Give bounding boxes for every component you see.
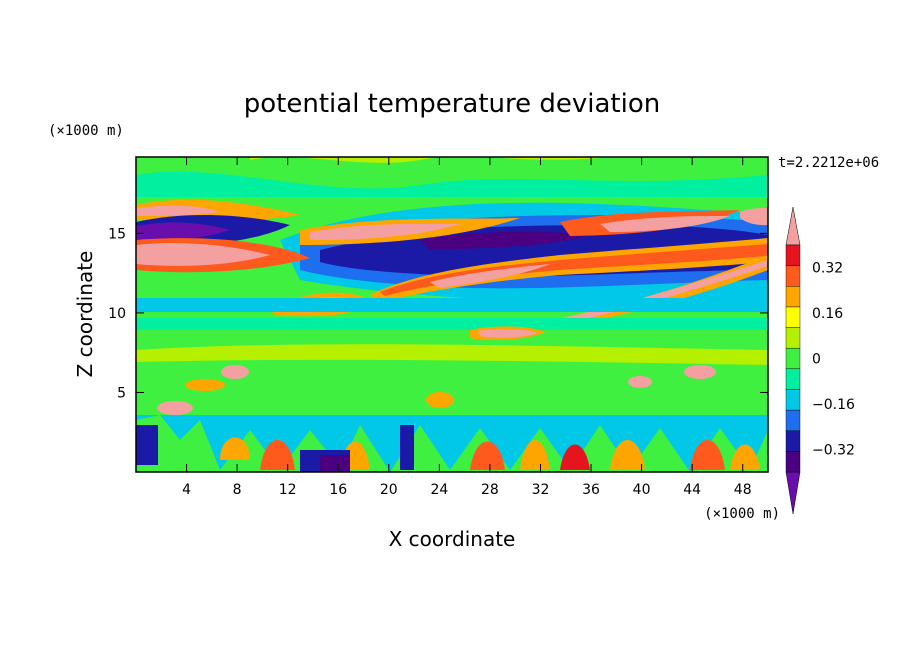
colorbar-label: 0.32 bbox=[812, 261, 843, 277]
x-tick-label: 32 bbox=[532, 482, 550, 498]
colorbar: 0.32 0.16 0 −0.16 −0.32 bbox=[785, 206, 855, 515]
x-tick-label: 48 bbox=[734, 482, 752, 498]
colorbar-segment bbox=[785, 327, 801, 349]
chart-title: potential temperature deviation bbox=[244, 89, 660, 119]
y-tick-label: 10 bbox=[108, 306, 126, 322]
plot-frame bbox=[135, 156, 769, 473]
colorbar-label: −0.16 bbox=[812, 397, 855, 413]
y-axis: 5 10 15 bbox=[108, 226, 768, 401]
colorbar-segment bbox=[785, 451, 801, 473]
x-tick-label: 4 bbox=[182, 482, 191, 498]
colorbar-segment bbox=[785, 265, 801, 287]
colorbar-segment bbox=[785, 409, 801, 431]
colorbar-segment bbox=[785, 347, 801, 370]
colorbar-max-arrow bbox=[785, 206, 801, 246]
contour-field bbox=[136, 157, 768, 472]
colorbar-label: 0.16 bbox=[812, 306, 843, 322]
colorbar-label: −0.32 bbox=[812, 442, 855, 458]
colorbar-label: 0 bbox=[812, 352, 821, 368]
colorbar-segment bbox=[785, 306, 801, 328]
x-tick-label: 24 bbox=[430, 482, 448, 498]
y-axis-title: Z coordinate bbox=[73, 251, 97, 378]
x-axis: 4 8 12 16 20 24 28 32 36 40 44 48 bbox=[182, 157, 752, 498]
x-tick-label: 36 bbox=[582, 482, 600, 498]
x-unit-label: (×1000 m) bbox=[704, 506, 780, 522]
colorbar-segment bbox=[785, 389, 801, 411]
colorbar-min-arrow bbox=[785, 471, 801, 515]
x-tick-label: 16 bbox=[329, 482, 347, 498]
y-tick-label: 15 bbox=[108, 226, 126, 242]
x-tick-label: 20 bbox=[380, 482, 398, 498]
x-tick-label: 40 bbox=[633, 482, 651, 498]
y-tick-label: 5 bbox=[117, 385, 126, 401]
colorbar-segment bbox=[785, 286, 801, 308]
colorbar-segment bbox=[785, 368, 801, 390]
y-unit-label: (×1000 m) bbox=[48, 123, 124, 139]
x-tick-label: 8 bbox=[233, 482, 242, 498]
x-tick-label: 28 bbox=[481, 482, 499, 498]
colorbar-segment bbox=[785, 430, 801, 452]
colorbar-segment bbox=[785, 244, 801, 266]
x-tick-label: 12 bbox=[279, 482, 297, 498]
x-tick-label: 44 bbox=[683, 482, 701, 498]
time-label: t=2.2212e+06 bbox=[778, 155, 879, 171]
x-axis-title: X coordinate bbox=[389, 527, 516, 551]
